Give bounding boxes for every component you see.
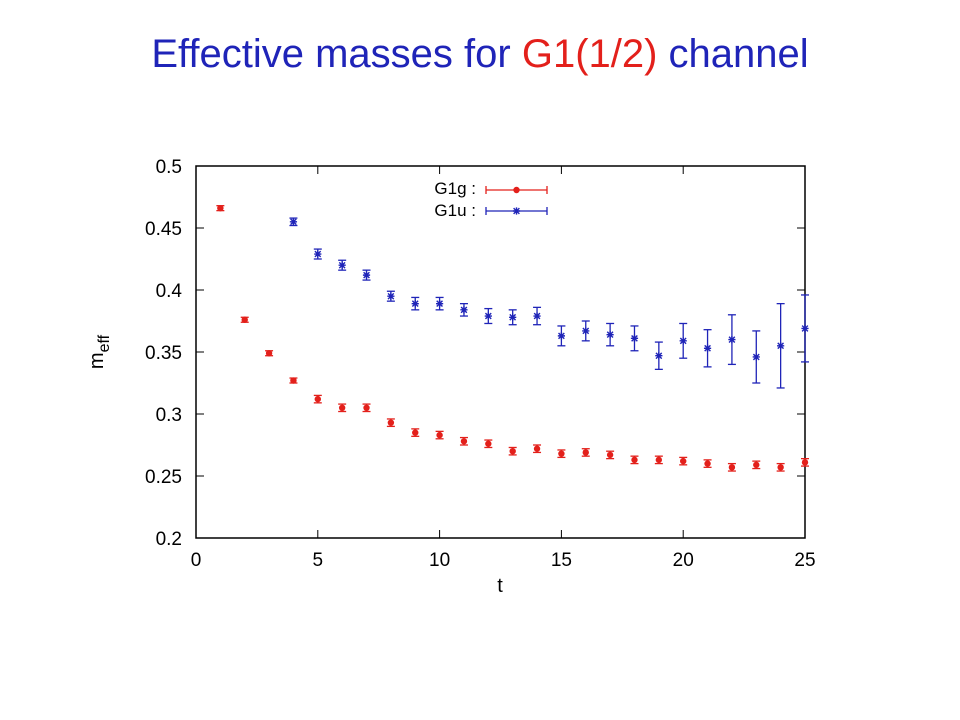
x-axis-label: t	[497, 575, 503, 597]
legend-label-g1u: G1u :	[434, 201, 476, 220]
axis-ticks	[195, 165, 806, 539]
data-point	[557, 332, 565, 340]
y-tick-label: 0.2	[156, 529, 182, 550]
x-tick-label: 10	[429, 550, 450, 571]
data-point	[679, 337, 687, 345]
data-point	[411, 300, 419, 308]
legend-label-g1g: G1g :	[434, 179, 476, 198]
data-point	[412, 429, 419, 436]
data-point	[289, 218, 298, 226]
data-point	[801, 459, 809, 466]
data-point	[241, 316, 248, 323]
legend: G1g : G1u :	[434, 179, 548, 220]
data-point	[362, 271, 371, 279]
y-axis-label: meff	[86, 334, 113, 369]
title-highlight: G1(1/2)	[521, 32, 658, 76]
y-tick-label: 0.3	[156, 405, 182, 426]
plot-frame	[195, 165, 806, 539]
data-point	[752, 353, 760, 361]
x-tick-label: 25	[794, 550, 815, 571]
x-tick-label: 5	[313, 550, 324, 571]
data-point	[631, 456, 638, 464]
legend-marker	[513, 186, 520, 194]
series-layer	[216, 204, 809, 472]
data-point	[314, 250, 322, 258]
x-tick-label: 20	[673, 550, 694, 571]
svg-text:meff: meff	[86, 334, 113, 369]
y-tick-label: 0.45	[145, 219, 182, 240]
data-point	[509, 313, 517, 321]
data-point	[753, 461, 760, 469]
slide-title: Effective masses for G1(1/2) channel	[0, 30, 960, 78]
data-point	[728, 336, 736, 344]
data-point	[460, 438, 468, 445]
data-point	[606, 331, 614, 339]
data-point	[436, 300, 444, 308]
data-point	[217, 204, 224, 212]
data-point	[704, 460, 711, 467]
y-axis-label-main: m	[86, 352, 108, 369]
data-point	[314, 395, 321, 403]
y-tick-label: 0.4	[156, 281, 183, 302]
data-point	[801, 324, 809, 333]
data-point	[338, 404, 346, 411]
data-point	[655, 352, 663, 360]
y-tick-label: 0.5	[156, 157, 182, 178]
series-g1g	[216, 204, 809, 472]
data-point	[777, 342, 785, 350]
data-point	[777, 464, 784, 471]
data-point	[582, 449, 589, 456]
data-point	[680, 457, 687, 465]
data-point	[606, 451, 614, 459]
data-point	[265, 350, 273, 357]
data-point	[630, 334, 639, 342]
data-point	[533, 312, 541, 320]
data-point	[728, 464, 736, 471]
title-suffix: channel	[657, 32, 809, 76]
data-point	[363, 404, 370, 411]
x-tick-label: 15	[551, 550, 572, 571]
data-point	[509, 448, 516, 455]
data-point	[582, 327, 590, 335]
data-point	[338, 261, 346, 269]
data-point	[558, 450, 565, 457]
data-point	[290, 377, 297, 384]
data-point	[387, 419, 395, 426]
data-point	[460, 306, 468, 314]
legend-marker	[512, 207, 521, 215]
x-tick-label: 0	[191, 550, 202, 571]
data-point	[485, 440, 492, 447]
series-g1u	[289, 217, 809, 389]
data-point	[436, 431, 443, 439]
y-tick-label: 0.35	[145, 343, 182, 364]
title-prefix: Effective masses for	[151, 32, 522, 76]
data-point	[387, 292, 395, 300]
data-point	[484, 312, 492, 320]
data-point	[655, 456, 663, 464]
data-point	[533, 445, 541, 452]
y-tick-label: 0.25	[145, 467, 182, 488]
y-axis-label-sub: eff	[96, 334, 113, 352]
data-point	[703, 344, 712, 352]
tick-labels: 0 5 10 15 20 25 0.2 0.25 0.3 0.35 0.4 0.45 0.5	[145, 157, 816, 571]
